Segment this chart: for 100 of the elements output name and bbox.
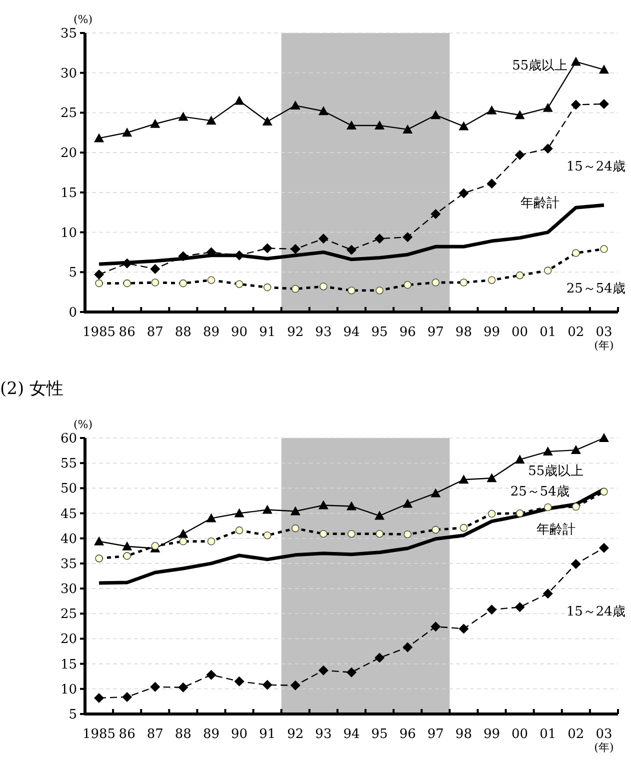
x-tick-label: 94 [343, 325, 360, 340]
point [542, 102, 553, 112]
point [570, 56, 581, 66]
x-tick-label: 87 [146, 325, 164, 340]
point [458, 188, 469, 198]
point [206, 513, 216, 522]
x-tick-label: 01 [540, 727, 556, 742]
point [486, 473, 497, 482]
x-tick-label: 87 [146, 727, 164, 742]
point [514, 602, 525, 612]
point [514, 454, 525, 464]
x-tick-label: 92 [287, 325, 304, 340]
point [94, 270, 104, 280]
point [542, 588, 553, 599]
y-tick-label: 20 [60, 632, 77, 648]
point [402, 642, 413, 652]
point [178, 112, 188, 121]
x-tick-label: 95 [371, 325, 388, 340]
series-label: 25～54歳 [510, 484, 570, 500]
point [94, 133, 104, 142]
point [430, 488, 441, 498]
x-tick-label: 95 [371, 727, 388, 742]
y-tick-label: 0 [68, 306, 77, 320]
point [150, 264, 160, 274]
y-tick-label: 25 [60, 106, 77, 122]
x-tick-label: 90 [231, 325, 248, 340]
point [234, 676, 244, 686]
point [374, 652, 385, 663]
y-tick-label: 15 [60, 657, 77, 672]
y-tick-label: 15 [60, 186, 77, 201]
point [290, 506, 300, 516]
y-tick-label: 35 [60, 556, 77, 572]
point [346, 244, 356, 255]
point [122, 541, 132, 550]
point [346, 501, 356, 510]
point [542, 144, 553, 154]
point [262, 243, 272, 254]
point [234, 508, 244, 518]
x-tick-label: 99 [483, 325, 500, 340]
x-tick-label: 01 [540, 325, 556, 340]
y-tick-label: 5 [68, 266, 77, 281]
chart-title: (2) 女性 [0, 379, 64, 399]
point [318, 234, 328, 244]
point [402, 124, 413, 134]
point [150, 682, 160, 692]
series-label: 年齢計 [520, 196, 560, 212]
point [318, 106, 328, 116]
point [374, 120, 385, 130]
x-tick-label: 98 [455, 325, 472, 340]
x-tick-label: 88 [174, 325, 192, 340]
point [346, 120, 356, 130]
point [542, 446, 553, 456]
point [234, 96, 244, 105]
y-tick-label: 30 [60, 66, 77, 82]
x-tick-label: 92 [287, 727, 304, 742]
x-tick-label: 89 [202, 727, 220, 742]
series-label: 25～54歳 [566, 282, 626, 297]
point [262, 116, 272, 126]
point [458, 121, 469, 130]
x-axis-title: (年) [594, 741, 614, 754]
x-tick-label: 93 [315, 727, 332, 742]
point [402, 232, 413, 242]
x-tick-label: 1985 [82, 727, 116, 742]
y-tick-label: 30 [60, 582, 77, 598]
x-tick-label: 91 [259, 727, 276, 742]
point [570, 100, 581, 110]
point [206, 116, 216, 125]
x-tick-label: 93 [315, 325, 332, 340]
point [178, 528, 188, 538]
x-tick-label: 03 [596, 727, 612, 742]
y-tick-label: 40 [60, 532, 77, 547]
point [486, 178, 497, 189]
y-axis-title: (%) [73, 13, 93, 26]
x-tick-label: 99 [483, 727, 500, 742]
x-tick-label: 02 [568, 727, 584, 742]
point [234, 250, 244, 260]
point [346, 667, 356, 678]
point [178, 251, 188, 262]
point [486, 105, 497, 114]
x-tick-label: 96 [399, 325, 416, 340]
x-tick-label: 1985 [82, 325, 116, 340]
point [430, 110, 441, 120]
point [430, 208, 441, 219]
series-label: 15～24歳 [566, 604, 626, 620]
series-label: 55歳以上 [512, 58, 568, 74]
point [598, 433, 609, 442]
point [598, 542, 609, 553]
point [122, 258, 132, 268]
point [262, 680, 272, 690]
point [486, 604, 497, 615]
x-tick-label: 97 [427, 727, 444, 742]
y-tick-label: 25 [60, 607, 77, 622]
x-tick-label: 91 [259, 325, 276, 340]
point [514, 150, 525, 160]
y-tick-label: 10 [60, 682, 77, 698]
point [290, 100, 300, 110]
y-tick-label: 50 [60, 482, 77, 497]
x-tick-label: 03 [596, 325, 612, 340]
point [178, 682, 188, 692]
point [262, 504, 272, 514]
